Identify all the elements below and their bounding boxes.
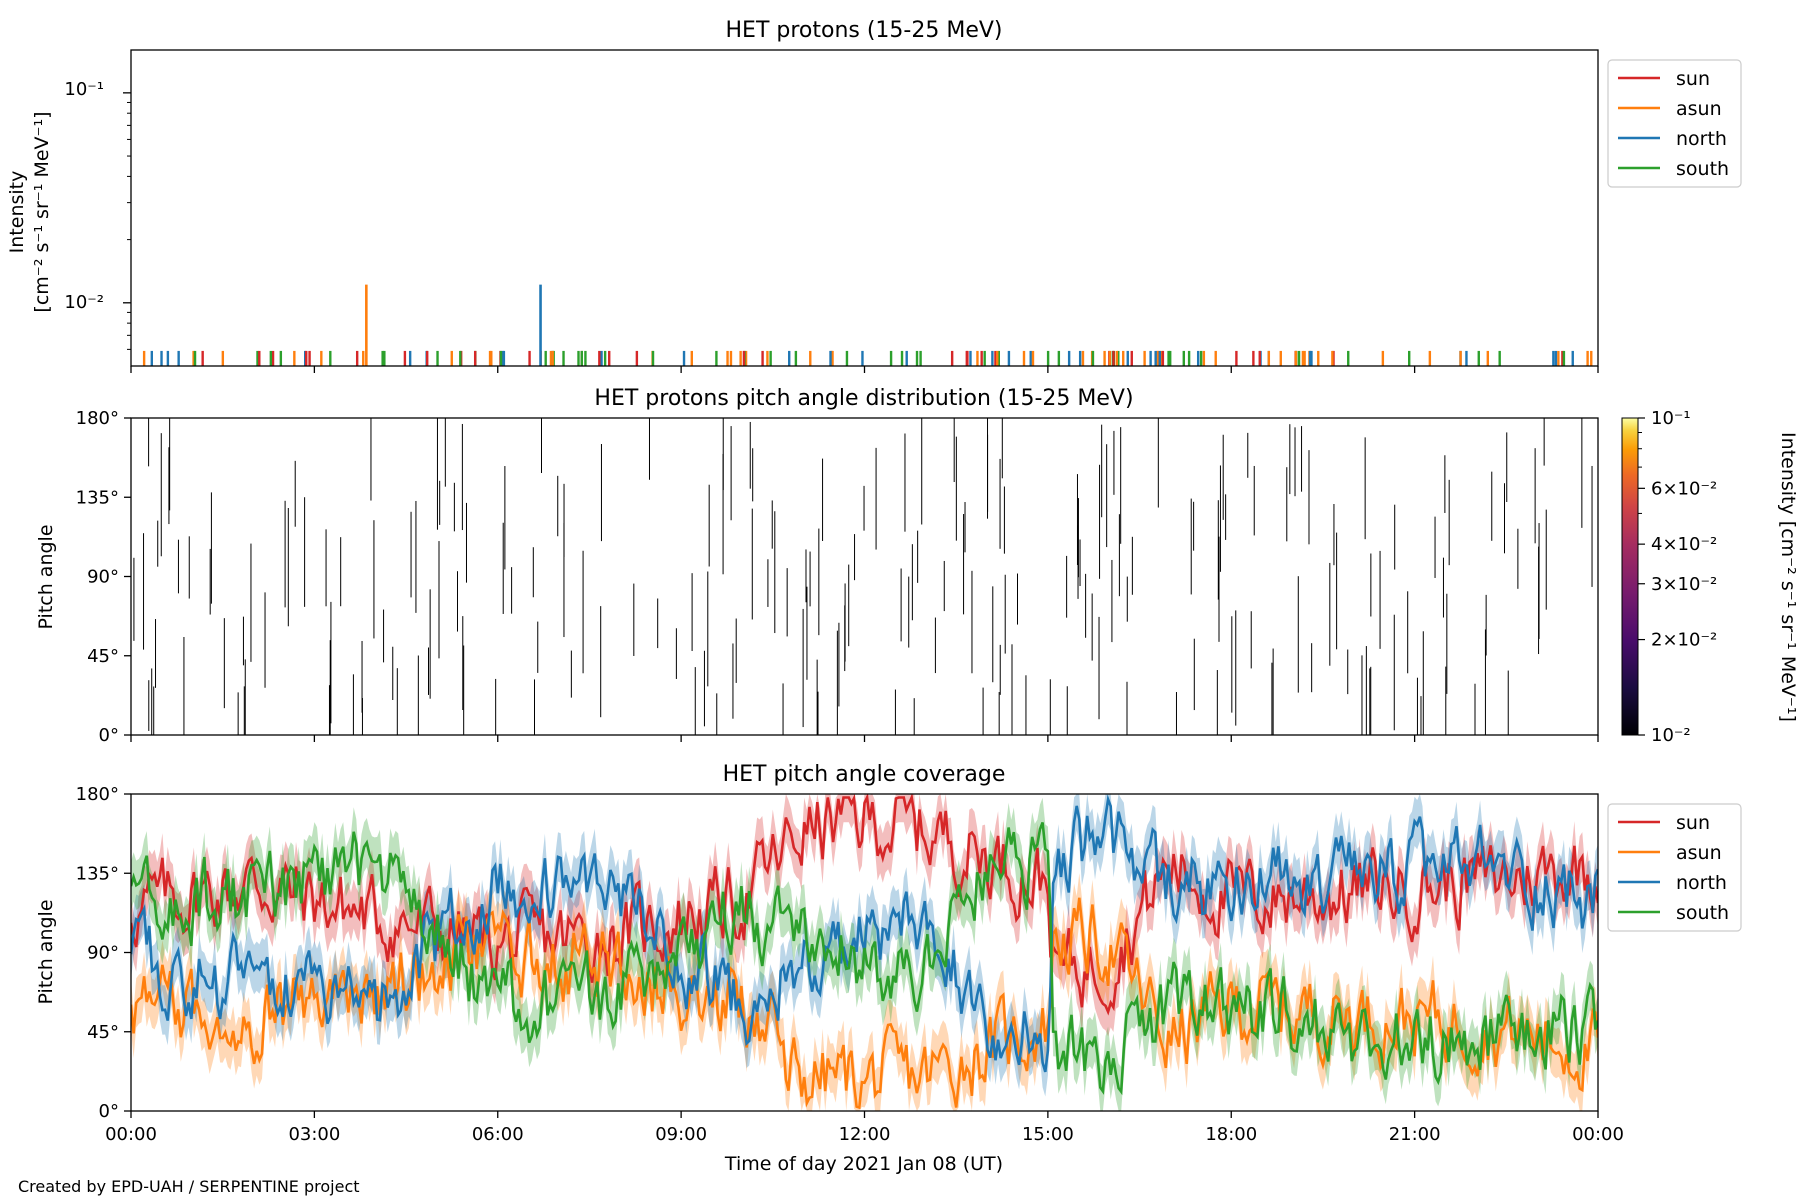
colorbar-ticks: 10⁻¹ 6×10⁻² 4×10⁻² 3×10⁻² 2×10⁻² 10⁻² bbox=[1638, 408, 1717, 746]
panel1-legend: sun asun north south bbox=[1607, 59, 1742, 188]
x-tick-label: 12:00 bbox=[839, 1124, 891, 1145]
coverage-line-south bbox=[131, 822, 1598, 1096]
panel2-y-ticks: 0° 45° 90° 135° 180° bbox=[76, 408, 131, 746]
panel3-ylabel: Pitch angle bbox=[35, 899, 57, 1004]
x-tick-label: 15:00 bbox=[1022, 1124, 1074, 1145]
legend-north-label: north bbox=[1676, 872, 1727, 894]
y-tick-label: 90° bbox=[87, 567, 119, 588]
x-tick-label: 21:00 bbox=[1389, 1124, 1441, 1145]
legend-south-label: south bbox=[1676, 158, 1729, 180]
panel3-legend: sun asun north south bbox=[1607, 803, 1742, 932]
panel1-y-ticks bbox=[123, 92, 131, 350]
colorbar-tick-label: 2×10⁻² bbox=[1651, 630, 1717, 651]
y-tick-label: 0° bbox=[99, 1101, 119, 1122]
x-tick-label: 09:00 bbox=[655, 1124, 707, 1145]
x-tick-label: 03:00 bbox=[288, 1124, 340, 1145]
panel1-plot-area bbox=[142, 284, 1593, 366]
x-axis-label: Time of day 2021 Jan 08 (UT) bbox=[724, 1153, 1003, 1175]
x-axis-ticks: 00:00 03:00 06:00 09:00 12:00 15:00 18:00 21:00… bbox=[105, 366, 1624, 1145]
y-tick-label: 90° bbox=[87, 943, 119, 964]
colorbar-tick-label: 3×10⁻² bbox=[1651, 574, 1717, 595]
y-tick-label: 135° bbox=[76, 863, 119, 884]
colorbar-tick-label: 10⁻² bbox=[1651, 725, 1691, 746]
colorbar-tick-label: 4×10⁻² bbox=[1651, 534, 1717, 555]
colorbar-tick-label: 6×10⁻² bbox=[1651, 478, 1717, 499]
legend-asun-label: asun bbox=[1676, 842, 1722, 864]
panel2-frame bbox=[130, 417, 1599, 736]
colorbar-tick-label: 10⁻¹ bbox=[1651, 408, 1691, 429]
panel2-title: HET protons pitch angle distribution (15… bbox=[594, 386, 1133, 411]
legend-north-label: north bbox=[1676, 128, 1727, 150]
y-tick-label: 0° bbox=[99, 725, 119, 746]
panel1-ylabel-line2: [cm⁻² s⁻¹ sr⁻¹ MeV⁻¹] bbox=[31, 111, 53, 312]
legend-asun-label: asun bbox=[1676, 98, 1722, 120]
x-tick-label: 00:00 bbox=[105, 1124, 157, 1145]
coverage-band-sun bbox=[131, 794, 1598, 1037]
footer-credit: Created by EPD-UAH / SERPENTINE project bbox=[18, 1177, 360, 1196]
x-tick-label: 18:00 bbox=[1205, 1124, 1257, 1145]
y-tick-label: 180° bbox=[76, 408, 119, 429]
panel3-y-ticks: 0° 45° 90° 135° 180° bbox=[76, 784, 131, 1122]
legend-sun-label: sun bbox=[1676, 812, 1710, 834]
x-tick-label: 00:00 bbox=[1572, 1124, 1624, 1145]
x-tick-label: 06:00 bbox=[472, 1124, 524, 1145]
legend-south-label: south bbox=[1676, 902, 1729, 924]
panel3-title: HET pitch angle coverage bbox=[723, 762, 1006, 787]
y-tick-label: 135° bbox=[76, 487, 119, 508]
y-tick-label: 45° bbox=[87, 646, 119, 667]
coverage-line-sun bbox=[131, 794, 1598, 1016]
panel1-ylabel-line1: Intensity bbox=[6, 171, 28, 254]
colorbar bbox=[1621, 417, 1639, 736]
y-tick-label: 45° bbox=[87, 1022, 119, 1043]
panel2-ylabel: Pitch angle bbox=[35, 524, 57, 629]
y-tick-label: 180° bbox=[76, 784, 119, 805]
legend-sun-label: sun bbox=[1676, 68, 1710, 90]
panel1-ytick-label: 10⁻² bbox=[64, 292, 104, 313]
panel2-plot-area bbox=[133, 418, 1593, 735]
panel1-title: HET protons (15-25 MeV) bbox=[726, 18, 1003, 43]
panel3-plot-area bbox=[131, 794, 1598, 1111]
colorbar-label: Intensity [cm⁻² s⁻¹ sr⁻¹ MeV⁻¹] bbox=[1777, 432, 1799, 722]
panel1-ytick-label: 10⁻¹ bbox=[64, 79, 104, 100]
coverage-band-asun bbox=[131, 873, 1598, 1111]
panel1-frame bbox=[130, 49, 1599, 367]
